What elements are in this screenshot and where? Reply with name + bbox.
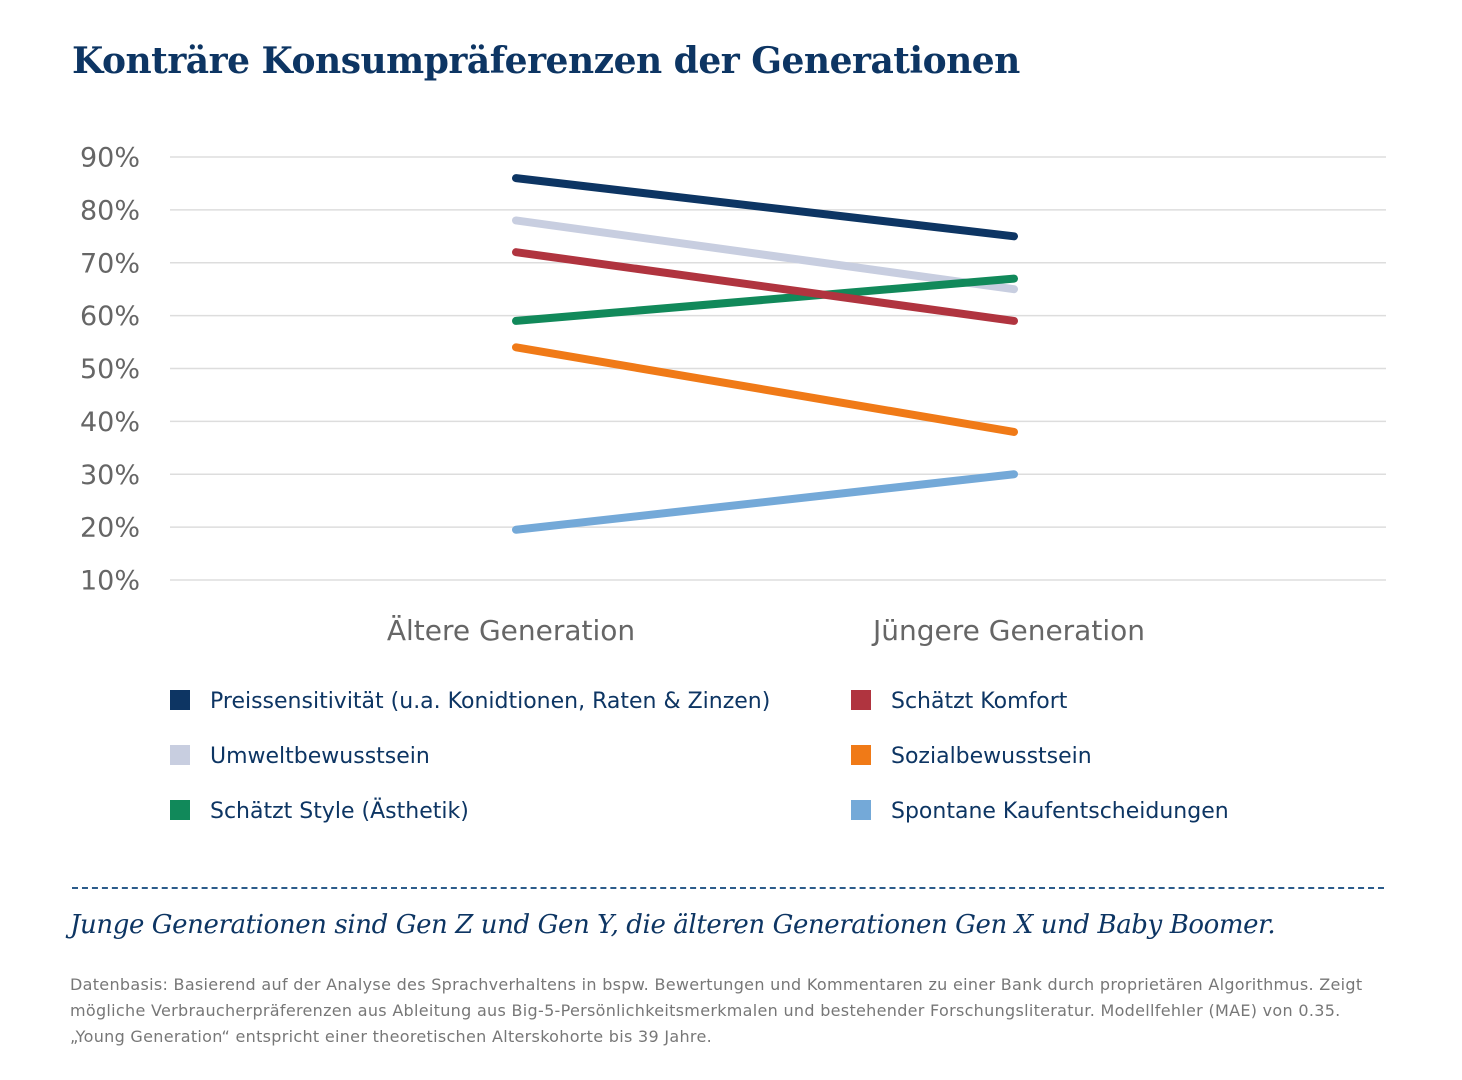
legend-label: Umweltbewusstsein bbox=[210, 744, 430, 769]
series-line bbox=[512, 174, 1018, 241]
x-tick-label: Jüngere Generation bbox=[871, 614, 1145, 647]
legend-swatch bbox=[851, 690, 871, 710]
y-tick-label: 90% bbox=[80, 143, 140, 174]
y-tick-label: 70% bbox=[80, 248, 140, 279]
series-line bbox=[512, 274, 1018, 325]
chart: 10% 20% 30% 40% 50% 60% 70% 80% 90% Ältere Genera… bbox=[80, 143, 1386, 824]
chart-title: Konträre Konsumpräferenzen der Generatio… bbox=[72, 40, 1020, 82]
series-line bbox=[512, 470, 1018, 534]
legend-swatch bbox=[170, 800, 190, 820]
legend-swatch bbox=[851, 800, 871, 820]
series-line bbox=[512, 343, 1018, 436]
source: Datenbasis: Basierend auf der Analyse de… bbox=[70, 975, 1363, 1046]
y-tick-label: 60% bbox=[80, 301, 140, 332]
divider bbox=[72, 887, 1384, 889]
y-tick-label: 50% bbox=[80, 354, 140, 385]
y-tick-label: 80% bbox=[80, 195, 140, 226]
note: Junge Generationen sind Gen Z und Gen Y,… bbox=[70, 910, 1276, 940]
legend-swatch bbox=[851, 745, 871, 765]
legend-swatch bbox=[170, 745, 190, 765]
legend-label: Schätzt Komfort bbox=[891, 689, 1068, 714]
series-line bbox=[512, 248, 1018, 325]
y-tick-label: 40% bbox=[80, 407, 140, 438]
legend-label: Spontane Kaufentscheidungen bbox=[891, 799, 1229, 824]
y-tick-label: 30% bbox=[80, 460, 140, 491]
x-tick-label: Ältere Generation bbox=[387, 614, 635, 647]
y-tick-label: 20% bbox=[80, 513, 140, 544]
legend-label: Sozialbewusstsein bbox=[891, 744, 1092, 769]
legend-swatch bbox=[170, 690, 190, 710]
legend-label: Schätzt Style (Ästhetik) bbox=[210, 798, 469, 824]
legend-label: Preissensitivität (u.a. Konidtionen, Rat… bbox=[210, 689, 770, 714]
series-line bbox=[512, 216, 1018, 294]
y-tick-label: 10% bbox=[80, 566, 140, 597]
